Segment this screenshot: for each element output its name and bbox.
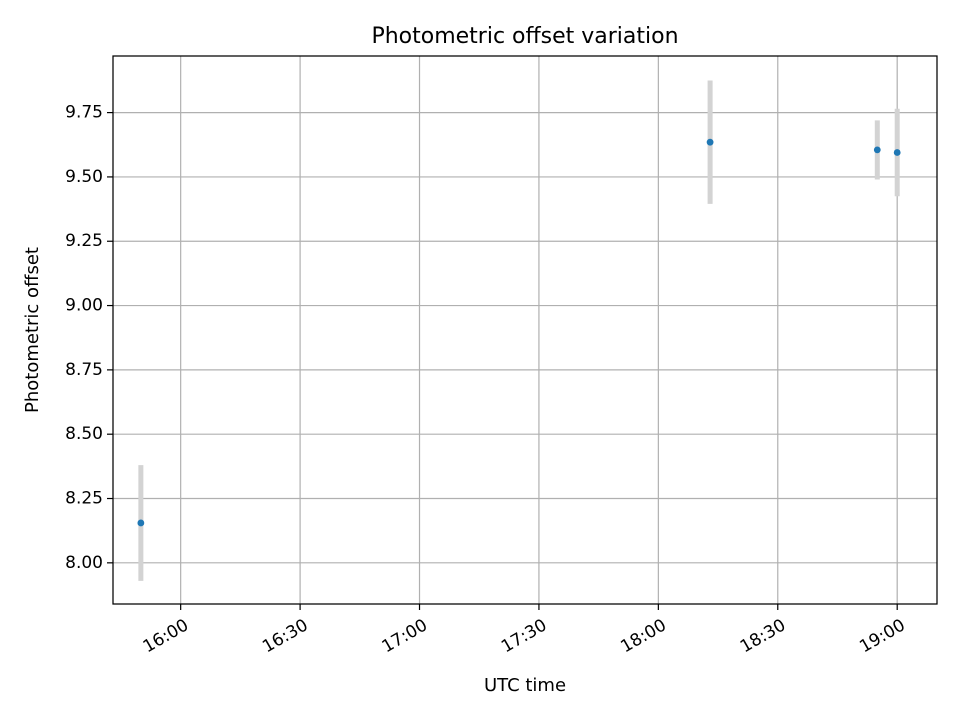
- y-tick-label: 9.00: [65, 296, 103, 316]
- plot-frame: [112, 55, 938, 605]
- y-tick-label: 9.50: [65, 167, 103, 187]
- error-bars: [138, 80, 900, 581]
- y-tick-label: 8.75: [65, 360, 103, 380]
- x-tick-label: 18:00: [617, 615, 669, 657]
- y-tick-label: 9.75: [65, 103, 103, 123]
- data-point: [873, 146, 881, 154]
- x-tick-label: 17:00: [379, 615, 431, 657]
- y-tick-label: 9.25: [65, 231, 103, 251]
- chart-title: Photometric offset variation: [371, 24, 678, 49]
- y-tick-label: 8.25: [65, 489, 103, 509]
- x-axis: 16:00 16:30 17:00 17:30 18:00 18:30 19:00: [140, 604, 909, 657]
- x-tick-label: 18:30: [737, 615, 789, 657]
- y-tick-label: 8.00: [65, 553, 103, 573]
- y-tick-label: 8.50: [65, 424, 103, 444]
- data-point: [893, 149, 901, 156]
- x-axis-label: UTC time: [484, 675, 566, 696]
- y-axis-label: Photometric offset: [22, 247, 43, 413]
- grid: [113, 56, 937, 604]
- x-tick-label: 16:30: [259, 615, 311, 657]
- data-point: [137, 519, 145, 527]
- x-tick-label: 16:00: [140, 615, 192, 657]
- x-tick-label: 17:30: [498, 615, 550, 657]
- data-point: [706, 138, 714, 146]
- x-tick-label: 19:00: [856, 615, 908, 657]
- data-points: [137, 138, 901, 527]
- y-axis: 8.00 8.25 8.50 8.75 9.00 9.25 9.50 9.75: [65, 103, 113, 573]
